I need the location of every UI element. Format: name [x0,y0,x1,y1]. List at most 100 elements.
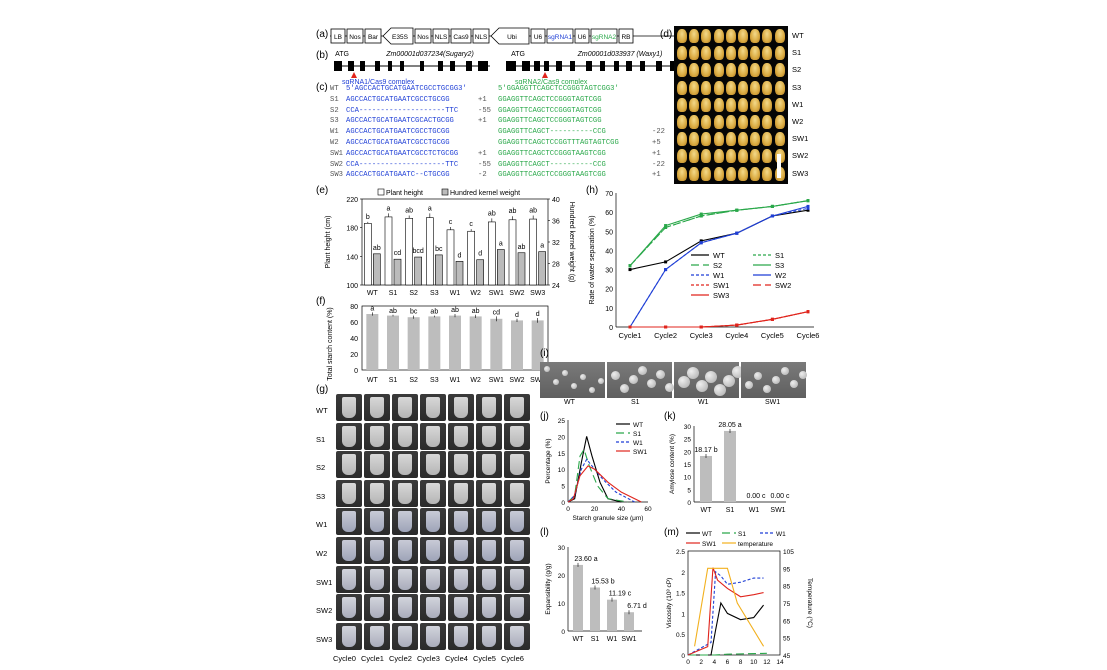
legend-label: temperature [738,541,773,548]
kernel [701,46,712,61]
value-label: 28.05 a [718,422,741,429]
cycle-label: Cycle4 [445,654,468,663]
value-label: 15.53 b [591,579,614,586]
data-point [735,208,739,212]
ylabel-group: Viscosity (10³ cP) [666,578,673,628]
kernel [725,166,736,181]
y-tick-label: 220 [346,197,358,204]
panel-label-d: (d) [660,29,673,40]
sem-images: WT S1 W1 SW1 [540,362,810,408]
kernel-row-label: S3 [792,82,802,92]
gene2-exon [570,61,575,71]
cycle-photo [448,394,474,421]
bar-plant-height [529,218,537,286]
legend-label: WT [713,251,725,260]
y-tick-label: 15 [558,451,566,458]
x-tick-label: W1 [450,290,461,297]
construct-box [414,28,432,44]
construct-part: U6 [534,34,543,41]
legend-label: W1 [713,271,724,280]
scale-bar [777,154,781,178]
kernel [762,149,773,164]
gene1-exon [438,61,443,71]
kernel [762,46,773,61]
series-line-SW1 [630,311,809,328]
promoter-arrow [490,27,530,45]
cycle-photo [504,422,530,450]
sig-letter: a [428,205,432,212]
gene2-exon [656,61,662,71]
plot-frame [687,550,781,656]
gene2-name: Zm00001d033937 (Waxy1) [577,51,663,58]
bar-expansibility [573,564,583,631]
legend-label: WT [702,531,712,538]
sig-letter: b [366,214,370,221]
legend-swatch-weight [441,188,449,196]
cycle-photo [420,537,446,564]
series-line-WT [688,601,765,656]
y2-tick-label: 95 [783,566,791,573]
construct-part: Cas9 [453,34,469,41]
kernel [713,63,724,78]
bar-starch [490,318,503,370]
sg1-sequence: CCA--------------------TTC [346,160,459,169]
gene1-exon [348,61,354,71]
kernel [701,115,712,129]
cycle-photo [420,451,446,479]
x-tick-label: W2 [470,290,481,297]
bar-plant-height [508,219,517,286]
construct-part: Ubi [507,34,517,41]
kernel [725,29,736,43]
x-tick-label: 4 [712,659,716,666]
kernel [689,29,700,43]
sig-letter: ab [405,207,413,214]
sig-letter: cd [493,309,501,316]
sig-letter: cd [394,250,402,257]
cycle-photo [336,565,362,593]
kernel [774,115,785,129]
value-label: 0.00 c [746,493,766,500]
y-tick-label: 80 [350,304,358,311]
y-tick-label: 10 [558,467,566,474]
gene2-exon [544,61,549,71]
cycle-photo [336,594,362,622]
y-tick-label: 0 [561,500,565,507]
kernel [738,80,748,95]
x-tick-label: SW1 [489,377,504,384]
kernel [762,115,773,129]
x-tick-label: S3 [430,290,439,297]
line-name: SW3 [330,171,343,180]
bar-kernel-weight [435,254,443,286]
sig-letter: c [449,219,453,226]
x-tick-label: S2 [409,290,418,297]
y-axis-label: Rate of water separation (%) [589,215,596,304]
chart-m-viscosity: 00.511.522.545556575859510502468101214Ti… [666,531,814,666]
cycle-photo [504,537,530,564]
ylabel-group: Percentage (%) [545,438,552,483]
x-tick-label: 8 [739,659,743,666]
sg1-indel: -55 [478,106,491,115]
line-name: S2 [330,106,339,115]
y-tick-label: 5 [687,487,691,494]
kernel [725,63,736,78]
legend-label: S1 [738,531,746,538]
x-tick-label: WT [367,290,379,297]
x-tick-label: WT [367,377,379,384]
kernel [738,132,748,147]
legend-kernel-weight: Hundred kernel weight [450,190,520,197]
kernel [677,80,687,95]
legend-label: W2 [775,271,786,280]
panel-label-i: (i) [540,348,549,359]
chart-e-plant-height: 100 140 180 220 24 28 32 36 40 Plant height (cm) H… [325,188,575,297]
y-axis-label: Percentage (%) [545,438,552,483]
kernel-row-label: SW1 [792,134,809,144]
cycle-photo [336,508,362,536]
series-line-W1 [567,458,635,503]
construct-box [330,28,346,44]
y2-tick-label: 32 [552,240,560,247]
value-label: 0.00 c [770,493,790,500]
data-point [699,241,703,245]
kernel [677,149,687,164]
kernel [713,132,724,147]
y-tick-label: 0 [609,325,613,332]
